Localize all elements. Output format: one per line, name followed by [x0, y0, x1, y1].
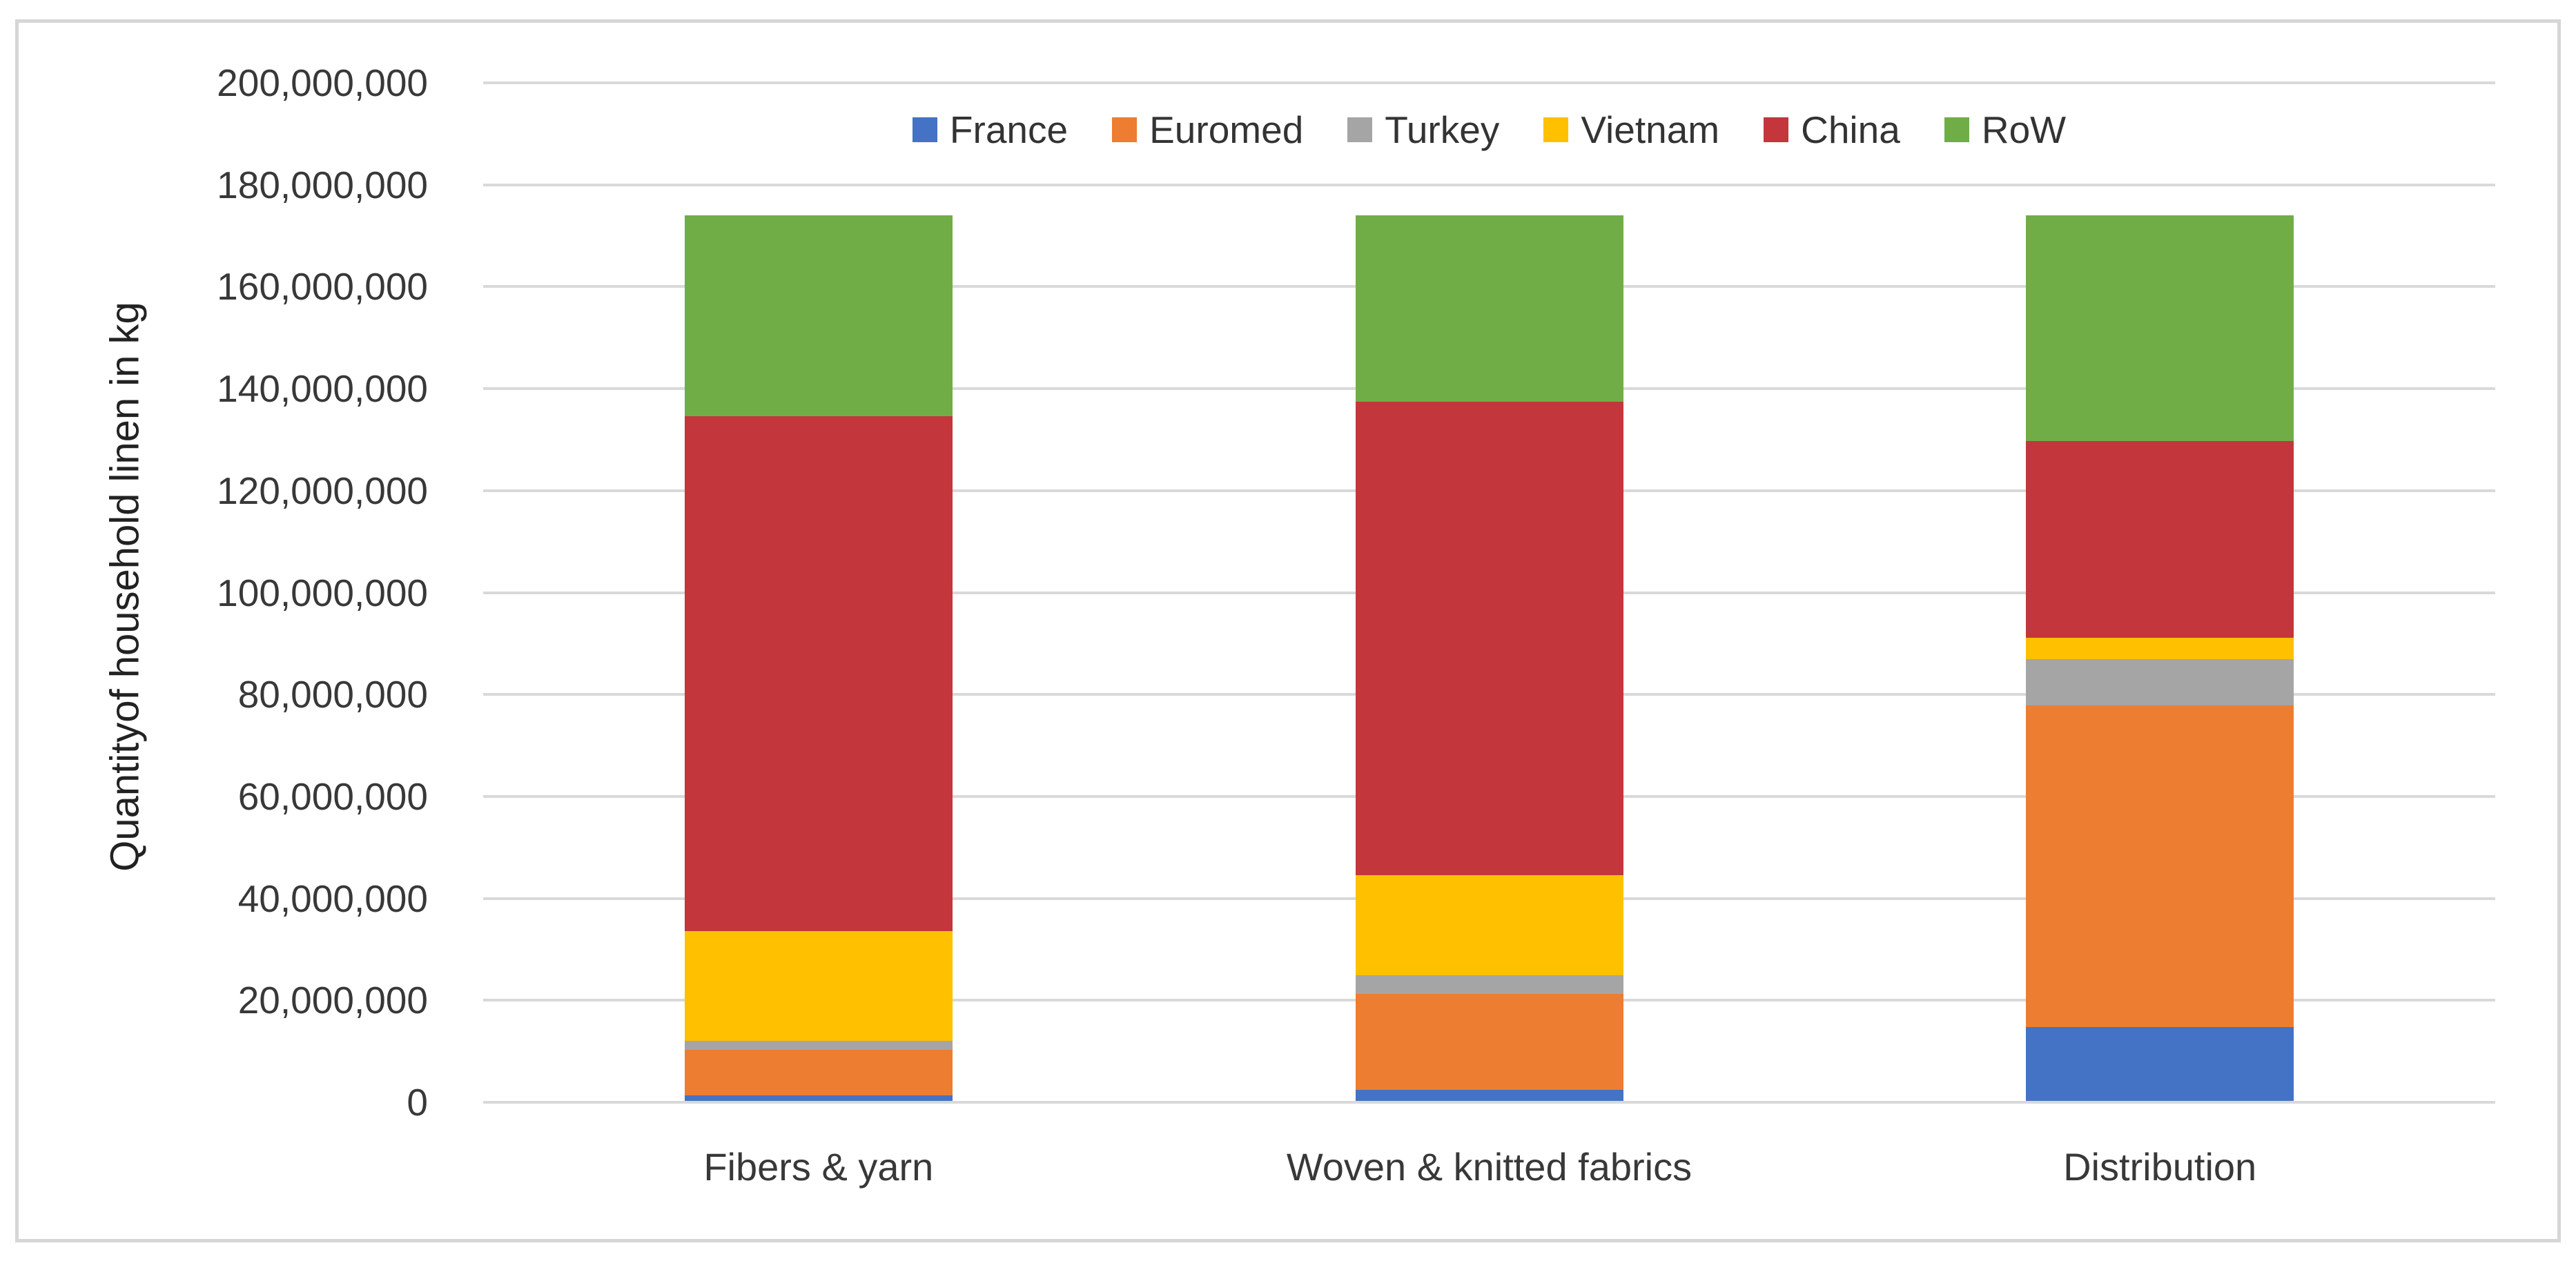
legend-swatch-row — [1944, 117, 1969, 142]
y-tick-label: 80,000,000 — [237, 673, 428, 716]
bar-segment-vietnam-woven-knitted-fabrics — [1355, 875, 1623, 976]
y-tick-label: 120,000,000 — [217, 469, 428, 512]
bar-segment-france-woven-knitted-fabrics — [1355, 1089, 1623, 1102]
y-tick-label: 20,000,000 — [237, 979, 428, 1022]
bar-segment-vietnam-fibers-yarn — [684, 930, 953, 1041]
bar-segment-row-woven-knitted-fabrics — [1355, 215, 1623, 402]
x-axis-line — [483, 1101, 2495, 1104]
y-tick-label: 40,000,000 — [237, 877, 428, 920]
bar-segment-euromed-fibers-yarn — [684, 1049, 953, 1096]
bar-segment-row-fibers-yarn — [684, 215, 953, 416]
bar-segment-euromed-woven-knitted-fabrics — [1355, 994, 1623, 1090]
bar-segment-euromed-distribution — [2026, 705, 2294, 1027]
gridline — [483, 183, 2495, 186]
legend-swatch-turkey — [1347, 117, 1373, 142]
legend-label: Turkey — [1385, 108, 1500, 151]
bar-segment-turkey-fibers-yarn — [684, 1040, 953, 1050]
legend-swatch-china — [1764, 117, 1789, 142]
y-tick-label: 60,000,000 — [237, 774, 428, 818]
legend-label: Vietnam — [1581, 108, 1720, 151]
bar-segment-row-distribution — [2026, 215, 2294, 442]
bar-segment-china-fibers-yarn — [684, 416, 953, 931]
legend-label: China — [1801, 108, 1900, 151]
bar-segment-turkey-woven-knitted-fabrics — [1355, 975, 1623, 995]
legend-item-china: China — [1764, 108, 1900, 152]
bar-segment-china-distribution — [2026, 441, 2294, 638]
legend: France Euromed Turkey Vietnam China RoW — [483, 108, 2495, 152]
bar-segment-france-fibers-yarn — [684, 1095, 953, 1102]
legend-swatch-vietnam — [1543, 117, 1569, 142]
legend-label: Euromed — [1149, 108, 1304, 151]
legend-item-euromed: Euromed — [1112, 108, 1303, 152]
legend-item-france: France — [912, 108, 1069, 152]
y-tick-label: 200,000,000 — [217, 61, 428, 104]
legend-swatch-france — [912, 117, 937, 142]
y-tick-label: 140,000,000 — [217, 367, 428, 411]
legend-item-turkey: Turkey — [1347, 108, 1499, 152]
x-category-label-distribution: Distribution — [2063, 1145, 2257, 1189]
bar-segment-turkey-distribution — [2026, 659, 2294, 705]
bar-segment-france-distribution — [2026, 1026, 2294, 1102]
x-category-label-fibers-yarn: Fibers & yarn — [703, 1145, 934, 1189]
y-tick-label: 180,000,000 — [217, 163, 428, 206]
legend-label: France — [949, 108, 1069, 151]
legend-label: RoW — [1981, 108, 2067, 151]
y-tick-label: 100,000,000 — [217, 571, 428, 614]
legend-item-row: RoW — [1944, 108, 2066, 152]
gridline — [483, 81, 2495, 84]
legend-item-vietnam: Vietnam — [1543, 108, 1719, 152]
x-category-label-woven-knitted-fabrics: Woven & knitted fabrics — [1286, 1145, 1692, 1189]
y-tick-label: 0 — [407, 1081, 428, 1124]
legend-swatch-euromed — [1112, 117, 1138, 142]
bar-segment-china-woven-knitted-fabrics — [1355, 401, 1623, 875]
bar-segment-vietnam-distribution — [2026, 638, 2294, 660]
y-tick-label: 160,000,000 — [217, 265, 428, 309]
